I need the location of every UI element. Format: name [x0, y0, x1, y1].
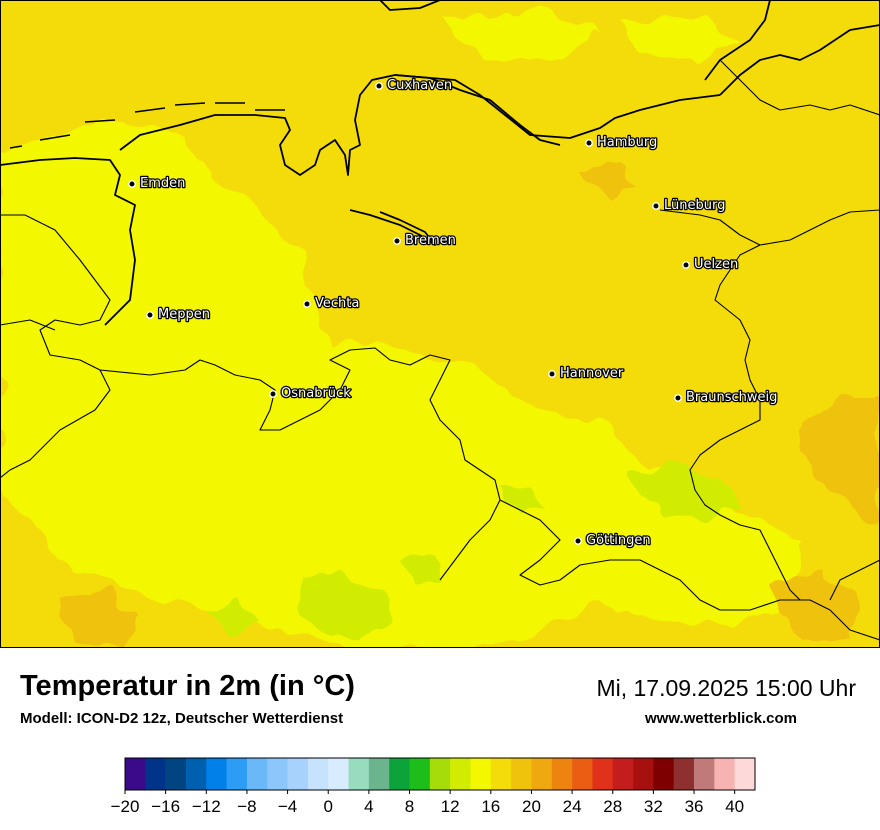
city-label-vechta: Vechta: [315, 296, 359, 311]
state-borders: [0, 59, 880, 641]
legend-swatch: [592, 758, 614, 790]
legend-swatch: [429, 758, 451, 790]
legend-swatch: [246, 758, 268, 790]
legend-tick-label: 32: [644, 797, 663, 816]
frisian-islands: [9, 102, 285, 149]
legend-tick-label: 8: [405, 797, 414, 816]
legend-tick-label: 20: [522, 797, 541, 816]
legend-swatch: [694, 758, 715, 790]
legend-swatch: [165, 758, 187, 790]
city-label-uelzen: Uelzen: [694, 257, 738, 272]
legend-swatch: [531, 758, 553, 790]
legend-tick-label: 0: [323, 797, 332, 816]
city-label-braunschweig: Braunschweig: [686, 390, 777, 405]
city-label-bremen: Bremen: [405, 233, 456, 248]
legend-tick-label: 28: [603, 797, 622, 816]
legend-swatch: [226, 758, 248, 790]
website-link[interactable]: www.wetterblick.com: [645, 710, 797, 727]
city-dot-hamburg: [585, 139, 593, 147]
city-dot-braunschweig: [674, 394, 682, 402]
legend-swatch: [450, 758, 471, 790]
legend-tick-label: 24: [563, 797, 582, 816]
legend-swatch: [511, 758, 532, 790]
temperature-map: Cuxhaven Hamburg Emden Lüneburg Bremen Uelzen…: [0, 0, 880, 648]
city-markers: Cuxhaven Hamburg Emden Lüneburg Bremen Uelzen…: [128, 77, 779, 549]
legend-swatch: [328, 758, 349, 790]
legend-swatch: [653, 758, 675, 790]
legend-tick-label: −8: [237, 797, 256, 816]
legend-swatch: [470, 758, 492, 790]
legend-swatch: [185, 758, 207, 790]
city-label-osnabrück: Osnabrück: [281, 386, 351, 401]
city-label-hannover: Hannover: [560, 366, 624, 381]
legend-swatch: [368, 758, 390, 790]
legend-swatch: [287, 758, 309, 790]
city-dot-cuxhaven: [375, 82, 383, 90]
legend-tick-label: −16: [151, 797, 180, 816]
legend-frame: [124, 757, 756, 791]
field-14-16: [0, 10, 800, 648]
city-dot-hannover: [548, 370, 556, 378]
legend-swatch: [389, 758, 410, 790]
city-dot-vechta: [303, 300, 311, 308]
legend-tick-label: 36: [685, 797, 704, 816]
city-dot-osnabrück: [269, 390, 277, 398]
legend-swatch: [145, 758, 166, 790]
city-label-lüneburg: Lüneburg: [664, 198, 725, 213]
legend-tick-label: −20: [111, 797, 140, 816]
legend-tick-label: −12: [192, 797, 221, 816]
legend-swatch: [409, 758, 431, 790]
city-dot-bremen: [393, 237, 401, 245]
legend-swatch: [633, 758, 654, 790]
coastlines: [0, 0, 880, 326]
legend-tick-label: 12: [441, 797, 460, 816]
legend-swatch: [490, 758, 512, 790]
legend-swatch: [572, 758, 593, 790]
forecast-datetime: Mi, 17.09.2025 15:00 Uhr: [596, 675, 856, 701]
legend-swatch: [714, 758, 735, 790]
legend-swatch: [307, 758, 329, 790]
legend-swatch: [125, 758, 146, 790]
city-label-emden: Emden: [140, 176, 185, 191]
city-label-göttingen: Göttingen: [586, 533, 651, 548]
city-dot-lüneburg: [652, 202, 660, 210]
city-label-cuxhaven: Cuxhaven: [387, 78, 452, 93]
legend-swatch: [612, 758, 634, 790]
city-dot-meppen: [146, 311, 154, 319]
legend-tick-label: 16: [481, 797, 500, 816]
legend-swatch: [206, 758, 227, 790]
legend-tick-label: 40: [725, 797, 744, 816]
city-dot-emden: [128, 180, 136, 188]
city-label-meppen: Meppen: [158, 307, 210, 322]
map-title: Temperatur in 2m (in °C): [20, 670, 355, 702]
legend-swatch: [267, 758, 288, 790]
model-subtitle: Modell: ICON-D2 12z, Deutscher Wetterdie…: [20, 710, 344, 727]
color-scale-legend: −20 −16 −12 −8 −4 0 4 8 12 16 20 24 28 32 36 40: [111, 757, 756, 816]
field-12-14: [210, 465, 740, 640]
legend-swatch: [551, 758, 573, 790]
legend-swatch: [348, 758, 370, 790]
legend-swatch: [734, 758, 756, 790]
legend-swatch: [673, 758, 695, 790]
legend-tick-label: −4: [278, 797, 297, 816]
field-18-20: [60, 165, 880, 645]
city-dot-uelzen: [682, 261, 690, 269]
city-dot-göttingen: [574, 537, 582, 545]
city-label-hamburg: Hamburg: [597, 135, 657, 150]
legend-tick-label: 4: [364, 797, 373, 816]
